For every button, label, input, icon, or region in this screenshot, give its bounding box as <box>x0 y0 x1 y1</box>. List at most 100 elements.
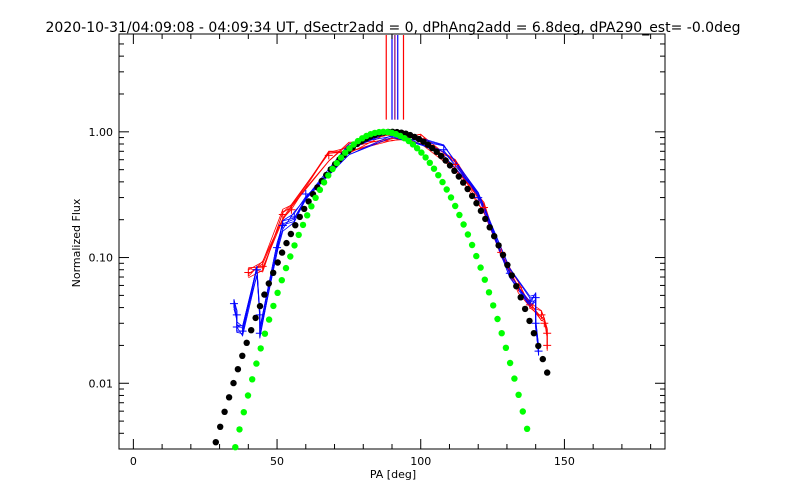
green-model-point <box>490 302 497 309</box>
green-model-point <box>460 221 467 228</box>
blue-profile-line <box>233 136 539 356</box>
black-model-point <box>305 198 312 205</box>
green-model-point <box>249 376 256 383</box>
green-model-point <box>253 360 260 367</box>
blue-data-point <box>474 193 483 202</box>
green-model-point <box>232 444 239 451</box>
blue-data-point <box>273 243 282 252</box>
blue-data-point <box>232 310 241 319</box>
green-model-point <box>257 345 264 352</box>
green-model-point <box>439 178 446 186</box>
green-model-point <box>523 425 531 432</box>
green-model-point <box>494 315 501 323</box>
green-model-point <box>342 149 349 156</box>
green-model-point <box>456 211 463 219</box>
black-model-point <box>535 342 542 350</box>
blue-data-point <box>232 323 241 332</box>
green-model-point <box>265 316 273 323</box>
red-data-point <box>278 210 287 219</box>
green-model-point <box>502 344 510 351</box>
green-model-point <box>430 165 438 172</box>
black-model-point <box>526 317 533 325</box>
green-model-point <box>240 409 247 416</box>
black-model-point <box>274 259 281 266</box>
green-model-point <box>519 408 526 415</box>
black-model-point <box>278 249 286 256</box>
red-data-point <box>258 262 267 271</box>
red-data-point <box>537 310 546 319</box>
green-model-point <box>452 202 459 210</box>
black-model-point <box>504 261 511 269</box>
green-model-point <box>464 231 472 238</box>
blue-data-point <box>531 319 540 328</box>
x-tick-label: 50 <box>270 455 284 468</box>
black-model-point <box>491 233 498 240</box>
green-model-point <box>485 289 493 296</box>
green-model-point <box>304 212 311 219</box>
red-profile-line <box>248 133 548 341</box>
green-model-point <box>468 241 476 249</box>
blue-data-point <box>278 221 287 230</box>
black-model-point <box>261 291 268 298</box>
blue-data-point <box>255 310 264 319</box>
green-model-point <box>506 359 514 367</box>
black-model-point <box>468 192 476 200</box>
black-model-point <box>234 366 242 373</box>
green-model-point <box>346 145 353 152</box>
green-model-point <box>422 154 429 161</box>
green-model-point <box>333 159 340 167</box>
red-data-point <box>543 329 552 338</box>
green-model-point <box>320 179 328 186</box>
black-model-point <box>265 280 272 287</box>
black-model-point <box>517 294 524 301</box>
black-model-point <box>451 167 458 174</box>
y-tick-label: 0.01 <box>89 377 114 390</box>
black-model-point <box>455 173 462 180</box>
black-model-point <box>499 251 507 259</box>
black-model-point <box>301 205 308 213</box>
black-model-point <box>513 283 520 290</box>
green-model-point <box>236 426 243 433</box>
red-profile-line <box>248 137 548 343</box>
green-model-point <box>418 149 425 156</box>
green-model-point <box>413 145 421 152</box>
x-axis-label: PA [deg] <box>370 468 416 481</box>
blue-data-point <box>238 327 247 336</box>
y-tick-label: 0.10 <box>89 252 114 265</box>
red-data-point <box>287 205 296 214</box>
black-model-point <box>270 269 277 276</box>
black-model-point <box>486 224 493 231</box>
black-model-point <box>464 185 471 193</box>
black-model-point <box>256 302 264 310</box>
blue-data-point <box>531 293 540 302</box>
black-model-point <box>239 352 246 359</box>
black-model-point <box>437 152 445 160</box>
red-profile-line <box>248 130 548 349</box>
black-model-point <box>217 423 224 430</box>
green-model-point <box>282 264 290 272</box>
black-model-point <box>248 327 255 334</box>
green-model-point <box>261 330 269 337</box>
green-model-point <box>447 194 455 201</box>
black-model-point <box>460 179 467 186</box>
red-data-point <box>540 319 549 328</box>
blue-profile-line <box>233 130 539 356</box>
green-model-point <box>515 391 522 398</box>
green-model-point <box>325 172 332 179</box>
green-model-point <box>426 159 433 166</box>
black-model-point <box>212 439 219 446</box>
black-model-point <box>495 242 502 249</box>
marks-layer <box>212 35 552 451</box>
blue-data-point <box>229 299 238 308</box>
red-data-point <box>244 268 253 277</box>
green-model-point <box>481 276 488 283</box>
black-model-point <box>225 394 233 401</box>
black-model-point <box>442 157 449 164</box>
black-model-point <box>544 369 551 376</box>
black-model-point <box>477 207 485 215</box>
red-profile-line <box>248 133 548 346</box>
black-model-point <box>539 355 546 363</box>
green-model-point <box>337 154 345 161</box>
green-model-point <box>443 186 450 193</box>
